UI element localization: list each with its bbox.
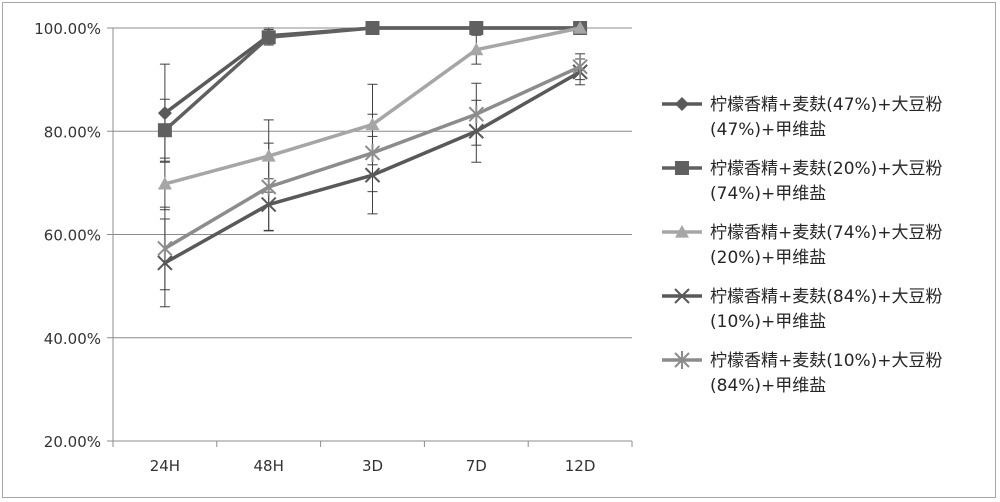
legend-label-line2: (74%)+甲维盐 — [710, 184, 826, 204]
square-marker — [262, 30, 276, 44]
square-marker — [469, 21, 483, 35]
x-tick-label: 24H — [150, 457, 180, 475]
legend-label-line1: 柠檬香精+麦麸(84%)+大豆粉 — [710, 287, 943, 307]
y-tick-label: 40.00% — [44, 330, 101, 348]
x-tick-label: 48H — [254, 457, 284, 475]
legend-entry-4: 柠檬香精+麦麸(84%)+大豆粉 (10%)+甲维盐 — [662, 287, 943, 332]
legend-label-line1: 柠檬香精+麦麸(20%)+大豆粉 — [710, 159, 943, 179]
square-marker — [366, 21, 380, 35]
y-tick-label: 80.00% — [44, 123, 101, 141]
series-lines — [158, 21, 587, 270]
y-tick-labels: 20.00% 40.00% 60.00% 80.00% 100.00% — [34, 20, 101, 451]
x-tick-labels: 24H 48H 3D 7D 12D — [150, 457, 596, 475]
x-tick-label: 12D — [565, 457, 596, 475]
square-marker — [158, 123, 172, 137]
legend-label-line2: (47%)+甲维盐 — [710, 120, 826, 140]
y-tick-label: 20.00% — [44, 433, 101, 451]
diamond-marker — [675, 97, 689, 111]
square-marker — [675, 161, 689, 175]
legend-entry-1: 柠檬香精+麦麸(47%)+大豆粉 (47%)+甲维盐 — [662, 95, 943, 140]
legend-entry-5: 柠檬香精+麦麸(10%)+大豆粉 (84%)+甲维盐 — [662, 351, 943, 396]
legend-label-line2: (84%)+甲维盐 — [710, 376, 826, 396]
x-tick-label: 3D — [362, 457, 383, 475]
x-tick-label: 7D — [466, 457, 487, 475]
legend-label-line1: 柠檬香精+麦麸(47%)+大豆粉 — [710, 95, 943, 115]
legend-label-line2: (10%)+甲维盐 — [710, 312, 826, 332]
legend: 柠檬香精+麦麸(47%)+大豆粉 (47%)+甲维盐柠檬香精+麦麸(20%)+大豆… — [662, 95, 943, 396]
y-tick-label: 60.00% — [44, 227, 101, 245]
legend-entry-2: 柠檬香精+麦麸(20%)+大豆粉 (74%)+甲维盐 — [662, 159, 943, 204]
asterisk-marker — [158, 239, 172, 257]
legend-label-line2: (20%)+甲维盐 — [710, 248, 826, 268]
y-tick-label: 100.00% — [34, 20, 101, 38]
legend-entry-3: 柠檬香精+麦麸(74%)+大豆粉 (20%)+甲维盐 — [662, 223, 943, 268]
legend-label-line1: 柠檬香精+麦麸(10%)+大豆粉 — [710, 351, 943, 371]
legend-label-line1: 柠檬香精+麦麸(74%)+大豆粉 — [710, 223, 943, 243]
